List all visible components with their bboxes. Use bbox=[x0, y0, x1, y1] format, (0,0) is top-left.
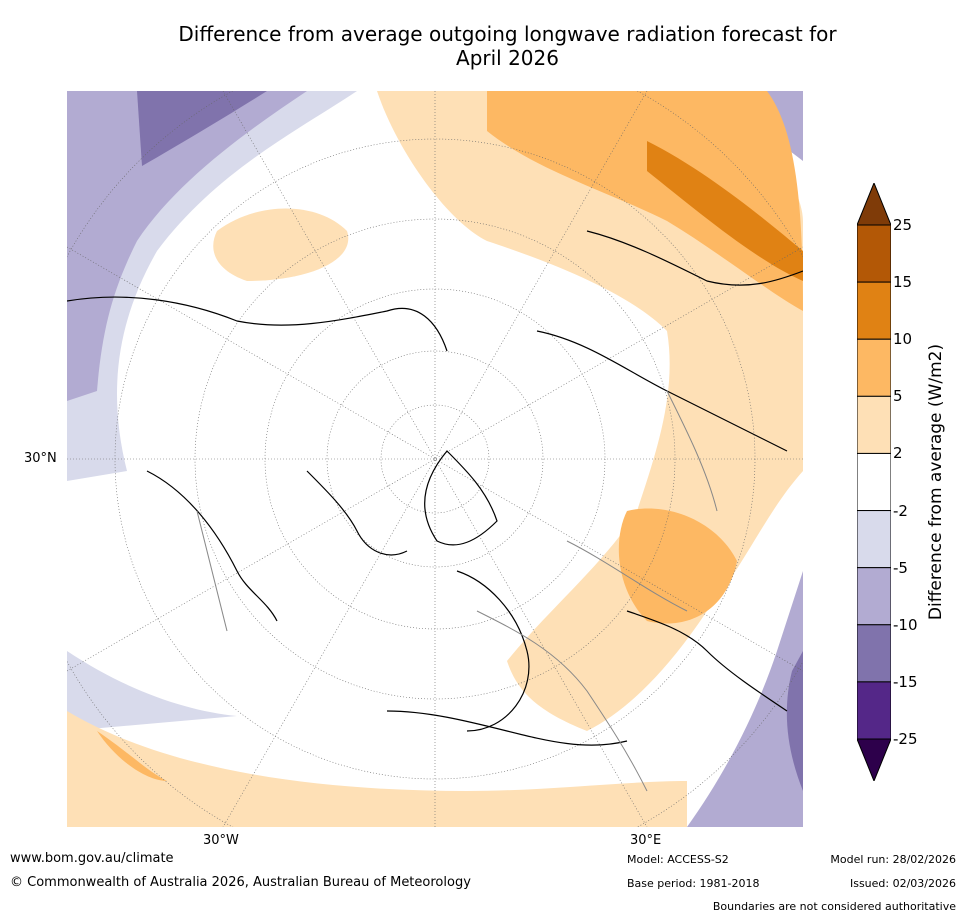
colorbar-extend-bottom bbox=[857, 738, 891, 781]
colorbar-bin bbox=[857, 395, 891, 454]
country-borders bbox=[196, 390, 718, 792]
footer-issued: Issued: 02/03/2026 bbox=[849, 877, 956, 890]
colorbar-tick-label: -10 bbox=[893, 615, 918, 634]
colorbar-tick-label: 2 bbox=[893, 444, 903, 463]
colorbar bbox=[857, 183, 891, 781]
footer-website[interactable]: www.bom.gov.au/climate bbox=[10, 851, 174, 866]
colorbar-bin bbox=[857, 338, 891, 397]
colorbar-bin bbox=[857, 281, 891, 340]
colorbar-bin bbox=[857, 567, 891, 626]
anomaly-region-orange-light-nw bbox=[213, 208, 349, 281]
chart-title: Difference from average outgoing longwav… bbox=[130, 22, 885, 70]
colorbar-bin bbox=[857, 510, 891, 569]
anomaly-region-orange-mid-south bbox=[97, 731, 167, 781]
anomaly-region-orange-dark-ne bbox=[647, 141, 803, 281]
colorbar-bin bbox=[857, 224, 891, 283]
colorbar-extend-top bbox=[857, 183, 891, 226]
anomaly-region-purple-dark bbox=[137, 91, 267, 166]
lon-label-30e: 30°E bbox=[630, 833, 662, 848]
colorbar-tick-label: 5 bbox=[893, 387, 903, 406]
footer-base-period: Base period: 1981-2018 bbox=[627, 877, 760, 890]
anomaly-region-purple-light-bottom bbox=[67, 651, 237, 731]
colorbar-bin bbox=[857, 624, 891, 683]
colorbar-tick-label: 15 bbox=[893, 273, 913, 292]
title-line-1: Difference from average outgoing longwav… bbox=[178, 22, 837, 46]
anomaly-region-purple-mid-right bbox=[687, 571, 803, 827]
polar-map bbox=[67, 91, 803, 827]
footer-model: Model: ACCESS-S2 bbox=[627, 853, 729, 866]
colorbar-bin bbox=[857, 681, 891, 740]
anomaly-region-orange-mid-ne bbox=[487, 91, 803, 311]
anomaly-region-purple-mid bbox=[67, 91, 307, 401]
lon-label-30w: 30°W bbox=[203, 833, 239, 848]
colorbar-tick-label: -25 bbox=[893, 730, 918, 748]
anomaly-region-purple-dark-right bbox=[786, 651, 803, 791]
colorbar-tick-label: 10 bbox=[893, 330, 913, 349]
footer-copyright: © Commonwealth of Australia 2026, Austra… bbox=[10, 875, 471, 890]
colorbar-bin bbox=[857, 452, 891, 512]
colorbar-tick-label: -15 bbox=[893, 672, 918, 691]
colorbar-tick-label: 25 bbox=[893, 216, 913, 234]
lat-label-30n: 30°N bbox=[24, 451, 57, 466]
title-line-2: April 2026 bbox=[456, 46, 559, 70]
anomaly-region-orange-mid-east bbox=[618, 508, 737, 624]
footer-disclaimer: Boundaries are not considered authoritat… bbox=[712, 900, 956, 913]
colorbar-label: Difference from average (W/m2) bbox=[926, 343, 946, 621]
anomaly-region-orange-light-south bbox=[67, 711, 687, 827]
footer-model-run: Model run: 28/02/2026 bbox=[830, 853, 956, 866]
colorbar-tick-label: -2 bbox=[893, 501, 908, 520]
map-canvas bbox=[67, 91, 803, 827]
graticule bbox=[67, 91, 803, 827]
coastlines bbox=[67, 230, 803, 746]
colorbar-tick-label: -5 bbox=[893, 558, 908, 577]
